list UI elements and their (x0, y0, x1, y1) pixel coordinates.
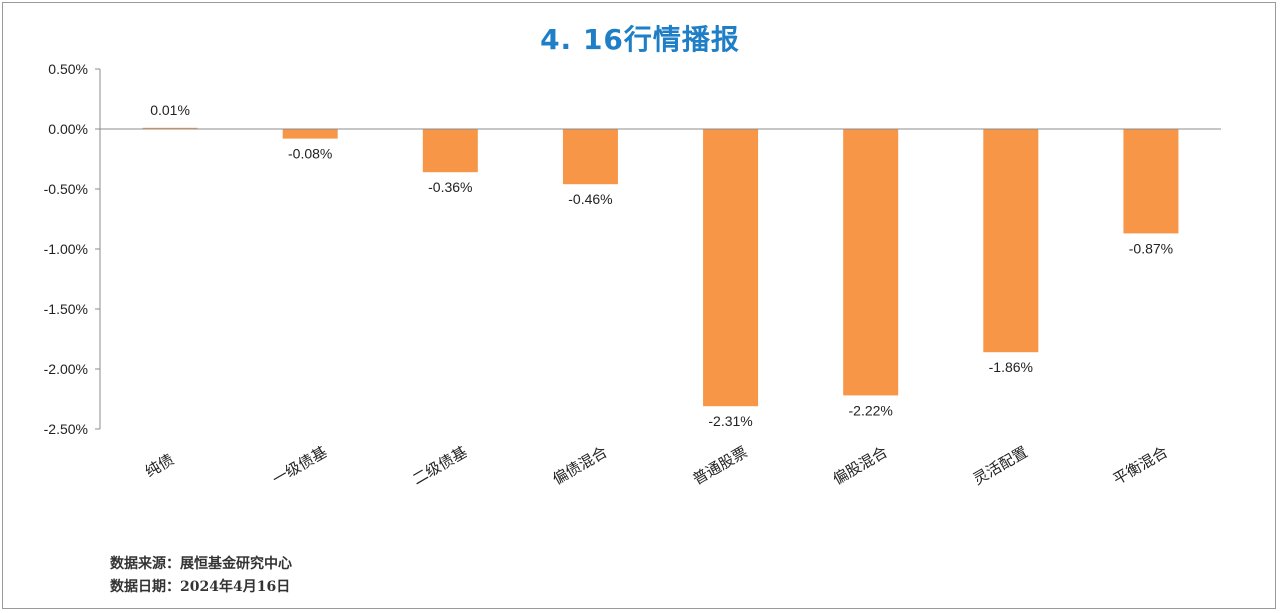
chart-title: 4. 16行情播报 (540, 23, 740, 56)
data-label: -0.08% (288, 146, 332, 162)
bar-4 (562, 129, 618, 185)
bar-3 (422, 129, 478, 173)
bar-5 (703, 129, 759, 407)
y-tick-label: -1.00% (44, 241, 88, 257)
x-tick-label: 平衡混合 (1110, 443, 1171, 489)
data-label: -0.46% (568, 191, 612, 207)
data-source-note: 数据来源：展恒基金研究中心 (110, 556, 292, 572)
data-label: -0.36% (428, 179, 472, 195)
x-tick-label: 一级债基 (269, 443, 330, 489)
bar-8 (1123, 129, 1179, 234)
data-label: -2.22% (849, 402, 893, 418)
bar-1 (142, 127, 198, 129)
x-tick-label: 纯债 (142, 450, 177, 481)
x-tick-label: 偏债混合 (549, 443, 610, 489)
x-tick-label: 灵活配置 (970, 443, 1031, 489)
data-label: -2.31% (708, 413, 752, 429)
bar-6 (843, 129, 899, 396)
y-tick-label: -0.50% (44, 181, 88, 197)
y-tick-label: -2.50% (44, 421, 88, 437)
x-tick-label: 普通股票 (690, 443, 751, 489)
data-label: -1.86% (989, 359, 1033, 375)
bar-2 (282, 129, 338, 139)
y-tick-label: -1.50% (44, 301, 88, 317)
y-tick-label: 0.00% (48, 121, 88, 137)
y-tick-label: -2.00% (44, 361, 88, 377)
x-tick-label: 偏股混合 (830, 443, 891, 489)
data-date-note: 数据日期：2024年4月16日 (110, 579, 291, 595)
y-tick-label: 0.50% (48, 61, 88, 77)
data-label: -0.87% (1129, 240, 1173, 256)
data-label: 0.01% (150, 102, 190, 118)
bar-7 (983, 129, 1039, 353)
x-tick-label: 二级债基 (409, 443, 470, 489)
